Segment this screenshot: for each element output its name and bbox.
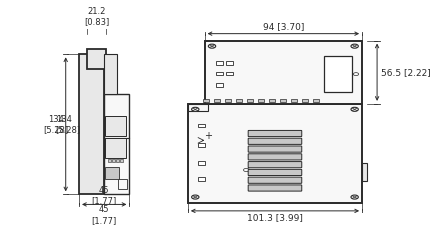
Bar [280,99,286,102]
Text: 134
[5.28]: 134 [5.28] [56,115,81,134]
Bar [258,99,264,102]
Bar [216,61,223,65]
Bar [120,159,123,162]
Bar [205,41,362,104]
Bar [302,99,308,102]
Bar [198,143,205,147]
Bar [203,99,209,102]
Text: 134
[5.28]: 134 [5.28] [43,115,68,134]
Bar [188,104,208,111]
Bar [188,104,362,203]
Bar [216,83,223,87]
FancyBboxPatch shape [248,162,302,168]
Bar [112,159,115,162]
Text: 45
[1.77]: 45 [1.77] [92,186,117,205]
Bar [118,179,127,189]
FancyBboxPatch shape [248,185,302,191]
Text: 94 [3.70]: 94 [3.70] [263,22,304,32]
Bar [214,99,220,102]
Bar [198,177,205,181]
FancyBboxPatch shape [248,130,302,137]
Bar [108,159,111,162]
Bar [87,49,106,69]
Bar [291,99,297,102]
Bar [198,124,205,127]
Circle shape [208,44,216,48]
Bar [362,163,367,181]
Bar [198,161,205,165]
Bar [105,167,119,179]
Bar [314,99,320,102]
Bar [105,138,126,158]
Bar [104,54,117,94]
Bar [116,159,119,162]
Bar [226,61,233,65]
FancyBboxPatch shape [248,138,302,144]
Bar [216,72,223,75]
Bar [79,54,104,194]
Circle shape [244,168,250,172]
Bar [236,99,242,102]
Bar [269,99,275,102]
FancyBboxPatch shape [248,177,302,183]
Circle shape [192,195,199,199]
Circle shape [351,44,358,48]
Bar [247,99,253,102]
Bar [225,99,231,102]
Bar [226,72,233,75]
FancyBboxPatch shape [248,154,302,160]
Text: 56.5 [2.22]: 56.5 [2.22] [381,68,431,77]
Text: 101.3 [3.99]: 101.3 [3.99] [247,213,303,222]
Circle shape [351,107,358,111]
Bar [104,94,129,194]
Text: 45
[1.77]: 45 [1.77] [92,205,117,225]
FancyBboxPatch shape [248,169,302,175]
Bar [105,116,126,136]
Text: 21.2
[0.83]: 21.2 [0.83] [84,6,109,26]
Circle shape [192,107,199,111]
Bar [324,56,352,92]
Circle shape [351,195,358,199]
Circle shape [353,73,359,76]
FancyBboxPatch shape [248,146,302,152]
Text: +: + [204,131,212,141]
